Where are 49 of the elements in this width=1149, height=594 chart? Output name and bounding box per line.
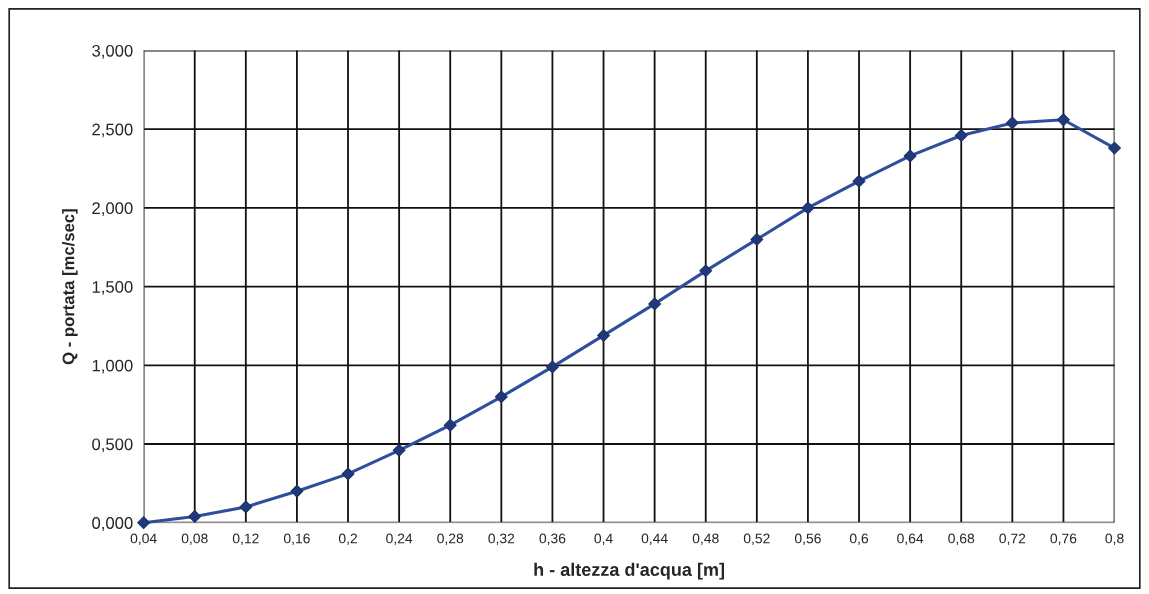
x-tick-label: 0,04	[130, 533, 157, 545]
x-tick-label: 0,56	[794, 533, 821, 545]
x-tick-label: 0,52	[743, 533, 770, 545]
point	[546, 360, 559, 374]
x-tick-label: 0,6	[849, 533, 869, 545]
x-tick-label: 0,72	[999, 533, 1026, 545]
x-axis-title: h - altezza d'acqua [m]	[534, 562, 725, 580]
x-tick-label: 0,24	[386, 533, 413, 545]
y-tick-label: 1,000	[92, 359, 133, 374]
point	[903, 149, 917, 163]
point	[290, 484, 304, 498]
x-tick-label: 0,76	[1050, 533, 1077, 545]
x-tick-label: 0,8	[1105, 533, 1124, 545]
x-tick-label: 0,28	[437, 533, 464, 545]
point	[1108, 141, 1121, 155]
y-tick-label: 3,000	[92, 44, 133, 59]
x-tick-label: 0,08	[181, 533, 208, 545]
point	[852, 174, 866, 188]
y-tick-label: 1,500	[92, 281, 133, 295]
point	[494, 390, 508, 404]
point	[1005, 116, 1019, 130]
y-tick-label: 2,500	[92, 123, 133, 138]
point	[392, 443, 406, 457]
point	[699, 264, 713, 278]
point	[137, 516, 151, 530]
point	[801, 201, 815, 215]
x-tick-label: 0,64	[897, 533, 924, 545]
x-tick-label: 0,4	[594, 533, 613, 545]
y-tick-label: 0,500	[92, 438, 133, 453]
x-tick-label: 0,16	[283, 533, 310, 545]
x-tick-label: 0,2	[338, 533, 357, 545]
point	[239, 500, 253, 514]
x-tick-label: 0,68	[948, 533, 975, 545]
x-tick-label: 0,32	[488, 533, 515, 545]
x-tick-label: 0,36	[539, 533, 566, 545]
y-axis-title: Q - portata [mc/sec]	[62, 209, 78, 365]
x-tick-label: 0,44	[641, 533, 668, 545]
x-tick-label: 0,48	[692, 533, 719, 545]
point	[954, 129, 968, 142]
point	[750, 232, 764, 246]
point	[188, 510, 202, 523]
point	[341, 467, 355, 481]
point	[443, 418, 457, 432]
point	[648, 297, 662, 311]
y-tick-label: 0,000	[92, 517, 133, 531]
point	[597, 328, 610, 342]
x-tick-label: 0,12	[232, 533, 259, 545]
point	[1057, 113, 1070, 127]
y-tick-label: 2,000	[92, 202, 133, 217]
